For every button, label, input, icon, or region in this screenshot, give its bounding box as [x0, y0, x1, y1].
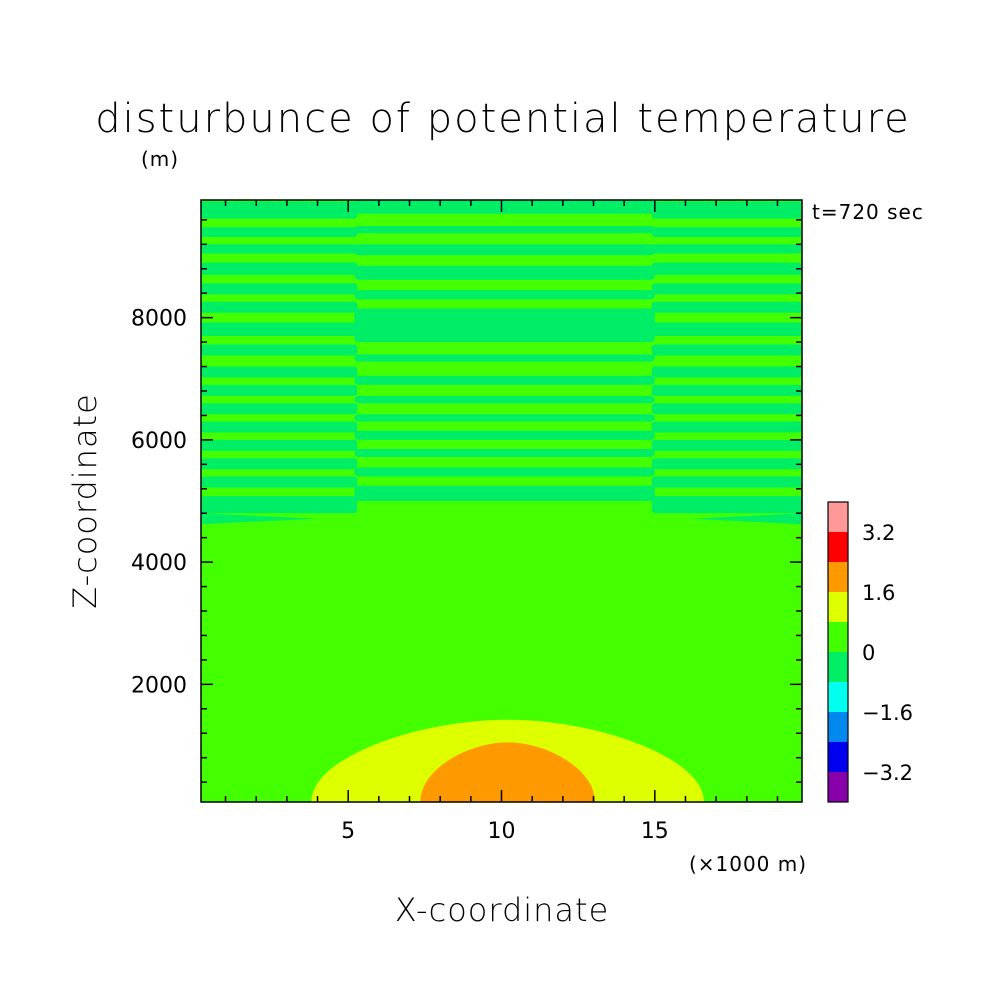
center-band-6	[354, 354, 655, 362]
x-unit-label: (×1000 m)	[689, 852, 807, 876]
x-tick-label-5: 5	[341, 819, 355, 844]
edge-band-left-8	[201, 366, 358, 378]
edge-band-right-9	[651, 384, 802, 396]
colorbar-swatch-1	[828, 742, 848, 772]
y-tick-label-8000: 8000	[131, 307, 187, 332]
edge-band-right-11	[651, 421, 802, 433]
x-tick-label-10: 10	[488, 819, 516, 844]
wedge-band-1	[691, 513, 802, 525]
edge-band-right-2	[651, 244, 802, 254]
colorbar-label-0: −3.2	[862, 761, 913, 785]
center-band-3	[354, 265, 655, 280]
chart-title: disturbunce of potential temperature	[95, 96, 911, 142]
colorbar-swatch-3	[828, 682, 848, 712]
edge-band-left-9	[201, 384, 358, 396]
x-tick-labels: 5 10 15	[341, 819, 669, 844]
axis-ticks	[201, 200, 802, 802]
edge-band-left-13	[201, 458, 358, 470]
edge-band-left-0	[201, 201, 358, 219]
colorbar-swatch-8	[828, 532, 848, 562]
warm-bubble-inner	[420, 742, 596, 802]
colorbar-swatch-2	[828, 712, 848, 742]
colorbar-swatch-5	[828, 622, 848, 652]
colorbar-swatch-0	[828, 772, 848, 802]
time-annotation: t=720 sec	[812, 200, 924, 224]
edge-band-left-15	[201, 496, 358, 514]
edge-band-right-7	[651, 344, 802, 356]
edge-band-right-6	[651, 322, 802, 336]
edge-band-left-3	[201, 262, 358, 275]
y-tick-label-2000: 2000	[131, 673, 187, 698]
edge-band-right-13	[651, 458, 802, 470]
colorbar: −3.2 −1.6 0 1.6 3.2	[827, 501, 913, 803]
y-axis-title: Z-coordinate	[66, 393, 104, 609]
center-band-1	[354, 225, 655, 234]
x-axis-title: X-coordinate	[395, 891, 610, 929]
colorbar-label-3: 1.6	[862, 581, 895, 605]
colorbar-frame	[827, 501, 849, 803]
edge-band-right-5	[651, 301, 802, 313]
edge-band-right-10	[651, 403, 802, 415]
edge-band-right-3	[651, 262, 802, 275]
plot-area	[201, 200, 802, 802]
edge-band-right-0	[651, 201, 802, 219]
center-band-11	[354, 449, 655, 457]
y-tick-label-4000: 4000	[131, 551, 187, 576]
center-band-13	[354, 485, 655, 501]
center-band-2	[354, 244, 655, 256]
colorbar-label-4: 3.2	[862, 521, 895, 545]
colorbar-label-2: 0	[862, 641, 875, 665]
colorbar-swatch-4	[828, 652, 848, 682]
edge-band-right-14	[651, 476, 802, 488]
center-band-7	[354, 375, 655, 385]
colorbar-swatch-7	[828, 562, 848, 592]
x-tick-label-15: 15	[641, 819, 669, 844]
center-band-4	[354, 290, 655, 300]
edge-band-left-2	[201, 244, 358, 254]
center-band-12	[354, 467, 655, 477]
colorbar-label-1: −1.6	[862, 701, 913, 725]
edge-band-left-10	[201, 403, 358, 415]
y-tick-labels: 2000 4000 6000 8000	[131, 307, 187, 699]
center-band-5	[354, 308, 655, 343]
center-band-0	[354, 200, 655, 214]
center-band-9	[354, 414, 655, 422]
colorbar-swatch-9	[828, 502, 848, 532]
edge-band-right-4	[651, 283, 802, 295]
edge-band-left-1	[201, 227, 358, 237]
edge-band-left-4	[201, 283, 358, 295]
edge-band-left-6	[201, 322, 358, 336]
edge-band-left-11	[201, 421, 358, 433]
edge-band-right-1	[651, 227, 802, 237]
edge-band-left-5	[201, 301, 358, 313]
center-band-8	[354, 395, 655, 404]
y-unit-label: (m)	[141, 147, 179, 171]
edge-band-left-14	[201, 476, 358, 488]
edge-band-left-12	[201, 439, 358, 451]
y-tick-label-6000: 6000	[131, 429, 187, 454]
edge-band-left-7	[201, 344, 358, 356]
colorbar-swatch-6	[828, 592, 848, 622]
center-band-10	[354, 430, 655, 440]
edge-band-right-8	[651, 366, 802, 378]
edge-band-right-12	[651, 439, 802, 451]
wedge-band-0	[201, 513, 318, 525]
edge-band-right-15	[651, 496, 802, 514]
